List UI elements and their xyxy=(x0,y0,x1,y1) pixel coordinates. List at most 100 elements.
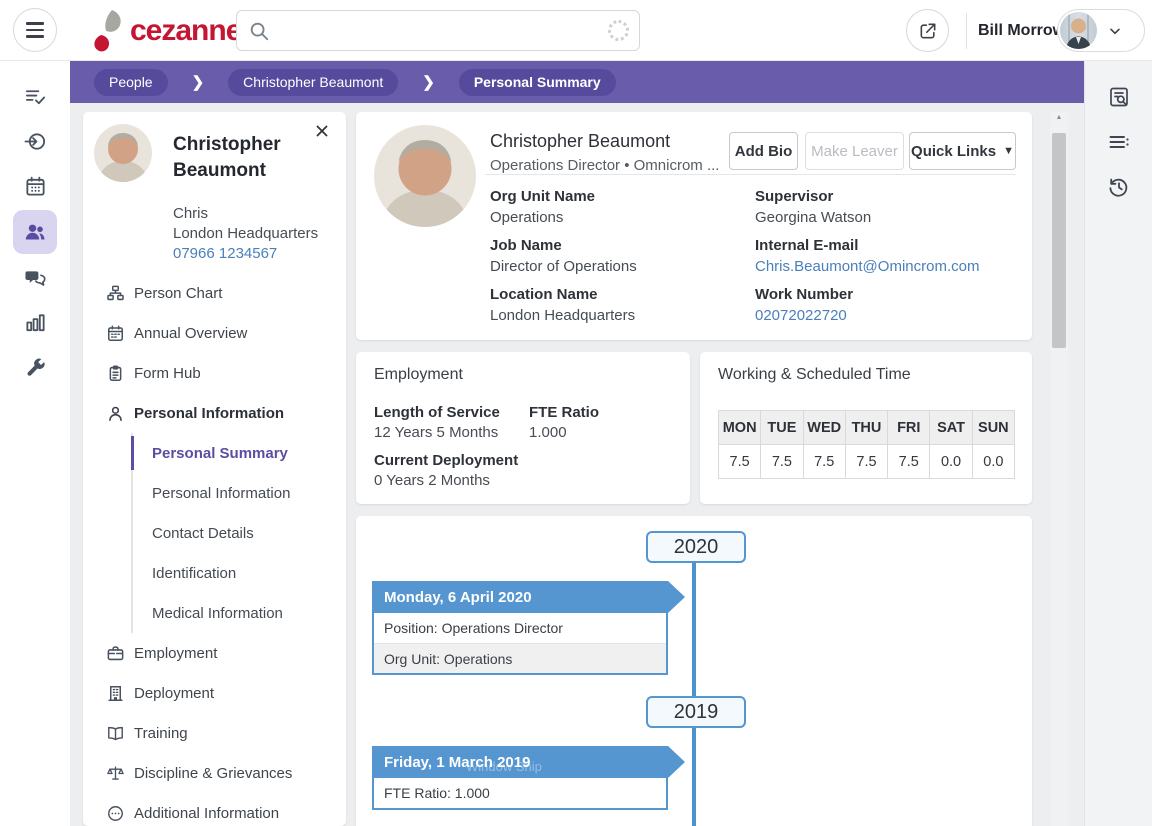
top-bar: cezanne Bill Morrow xyxy=(0,0,1152,61)
left-icon-rail xyxy=(0,61,70,826)
calendar-icon xyxy=(105,323,125,343)
field-org-unit-name: Org Unit Name Operations xyxy=(490,188,596,226)
person-icon xyxy=(105,403,125,423)
cezanne-logo-mark-icon xyxy=(88,8,126,54)
window-snip-watermark: Window Snip xyxy=(466,759,542,774)
sidebar-item-employment[interactable]: Employment xyxy=(83,633,346,673)
field-current-deployment: Current Deployment 0 Years 2 Months xyxy=(374,452,519,489)
org-chart-icon xyxy=(105,283,125,303)
breadcrumb-personal-summary[interactable]: Personal Summary xyxy=(458,68,616,96)
chat-icon[interactable] xyxy=(13,256,57,300)
global-search[interactable] xyxy=(236,10,640,51)
timeline-axis xyxy=(692,561,696,826)
field-work-number: Work Number 02072022720 xyxy=(755,286,1015,324)
topbar-divider xyxy=(966,13,967,49)
scrollbar-thumb[interactable] xyxy=(1052,133,1066,348)
breadcrumb: People ❯ Christopher Beaumont ❯ Personal… xyxy=(70,61,1084,103)
scrollbar[interactable]: ▲ xyxy=(1050,112,1068,826)
sidebar-item-person-chart[interactable]: Person Chart xyxy=(83,273,346,313)
timeline-year-2019: 2019 xyxy=(646,696,746,728)
sidebar-item-personal-summary[interactable]: Personal Summary xyxy=(131,433,346,473)
history-icon[interactable] xyxy=(1107,175,1131,199)
sidebar-person-details: Chris London Headquarters 07966 1234567 xyxy=(173,204,318,264)
location: London Headquarters xyxy=(173,225,319,242)
sidebar-item-training[interactable]: Training xyxy=(83,713,346,753)
right-icon-rail xyxy=(1084,61,1152,826)
sidebar-item-form-hub[interactable]: Form Hub xyxy=(83,353,346,393)
person-subtitle: Operations Director • Omnicrom ... xyxy=(490,157,720,174)
sidebar-item-deployment[interactable]: Deployment xyxy=(83,673,346,713)
sidebar-item-identification[interactable]: Identification xyxy=(152,564,237,582)
user-menu[interactable] xyxy=(1057,9,1145,52)
sidebar-person-name: Christopher Beaumont xyxy=(173,134,281,181)
reports-icon[interactable] xyxy=(13,300,57,344)
field-job-name: Job Name Director of Operations xyxy=(490,237,637,275)
clipboard-icon xyxy=(105,363,125,383)
person-name: Christopher Beaumont xyxy=(490,131,671,151)
search-input[interactable] xyxy=(277,12,597,49)
close-icon[interactable] xyxy=(313,122,333,142)
circle-ellipsis-icon xyxy=(105,803,125,823)
quick-links-button[interactable]: Quick Links ▼ xyxy=(909,132,1016,170)
list-icon[interactable] xyxy=(1107,130,1131,154)
field-internal-email: Internal E-mail Chris.Beaumont@Omincrom.… xyxy=(755,237,1015,275)
sign-in-target-icon[interactable] xyxy=(13,119,57,163)
breadcrumb-chevron-icon: ❯ xyxy=(422,74,435,91)
person-sidebar: Christopher Beaumont Chris London Headqu… xyxy=(83,112,346,826)
scroll-up-arrow-icon[interactable]: ▲ xyxy=(1055,114,1063,121)
external-link-icon xyxy=(920,23,935,38)
document-search-icon[interactable] xyxy=(1107,85,1131,109)
employment-title: Employment xyxy=(374,366,463,383)
breadcrumb-chevron-icon: ❯ xyxy=(191,74,205,91)
sidebar-item-annual-overview[interactable]: Annual Overview xyxy=(83,313,346,353)
timeline-event-details: FTE Ratio: 1.000 xyxy=(372,778,668,810)
work-number-link[interactable]: 02072022720 xyxy=(755,307,847,324)
working-time-header-row: MON TUE WED THU FRI SAT SUN xyxy=(717,410,1016,445)
add-bio-button[interactable]: Add Bio xyxy=(729,132,798,170)
sidebar-item-additional-information[interactable]: Additional Information xyxy=(83,793,346,826)
timeline-event-arrow xyxy=(668,746,685,778)
chevron-down-icon xyxy=(1107,23,1123,39)
loading-spinner-icon xyxy=(608,20,629,41)
sidebar-item-medical-information[interactable]: Medical Information xyxy=(152,604,283,622)
timeline-card: 2020 Monday, 6 April 2020 Position: Oper… xyxy=(356,516,1032,826)
scales-icon xyxy=(105,763,125,783)
sidebar-item-discipline-grievances[interactable]: Discipline & Grievances xyxy=(83,753,346,793)
working-time-table: MON TUE WED THU FRI SAT SUN 7.5 7.5 7.5 … xyxy=(717,410,1016,479)
known-as: Chris xyxy=(173,205,209,222)
sidebar-item-contact-details[interactable]: Contact Details xyxy=(152,524,254,542)
profile-photo xyxy=(374,125,476,227)
breadcrumb-people[interactable]: People xyxy=(94,68,168,96)
working-time-hours-row: 7.5 7.5 7.5 7.5 7.5 0.0 0.0 xyxy=(717,444,1016,479)
brand-name: cezanne xyxy=(130,14,242,47)
email-link[interactable]: Chris.Beaumont@Omincrom.com xyxy=(755,258,980,275)
field-fte-ratio: FTE Ratio 1.000 xyxy=(529,404,599,441)
open-in-new-window-button[interactable] xyxy=(906,9,949,52)
calendar-icon[interactable] xyxy=(13,164,57,208)
search-icon xyxy=(248,20,270,42)
tools-icon[interactable] xyxy=(13,345,57,389)
tasks-icon[interactable] xyxy=(13,74,57,118)
cezanne-logo[interactable]: cezanne xyxy=(88,8,242,54)
hamburger-menu-button[interactable] xyxy=(13,8,57,52)
breadcrumb-person[interactable]: Christopher Beaumont xyxy=(228,68,399,96)
sidebar-item-personal-information[interactable]: Personal Information xyxy=(83,393,346,433)
personal-information-submenu: Personal Summary Personal Information Co… xyxy=(131,433,346,633)
timeline-event-arrow xyxy=(668,581,685,613)
field-length-of-service: Length of Service 12 Years 5 Months xyxy=(374,404,500,441)
field-location-name: Location Name London Headquarters xyxy=(490,286,636,324)
timeline-year-2020: 2020 xyxy=(646,531,746,563)
people-icon[interactable] xyxy=(13,210,57,254)
building-icon xyxy=(105,683,125,703)
phone-link[interactable]: 07966 1234567 xyxy=(173,245,278,262)
caret-down-icon: ▼ xyxy=(1003,145,1014,157)
timeline-event-details: Position: Operations Director Org Unit: … xyxy=(372,613,668,675)
working-time-title: Working & Scheduled Time xyxy=(718,366,911,383)
timeline-event-date: Friday, 1 March 2019 xyxy=(372,746,668,778)
make-leaver-button[interactable]: Make Leaver xyxy=(805,132,904,170)
timeline-event-date: Monday, 6 April 2020 xyxy=(372,581,668,613)
current-user-name: Bill Morrow xyxy=(978,21,1066,39)
briefcase-icon xyxy=(105,643,125,663)
sidebar-item-personal-information-sub[interactable]: Personal Information xyxy=(152,484,291,502)
